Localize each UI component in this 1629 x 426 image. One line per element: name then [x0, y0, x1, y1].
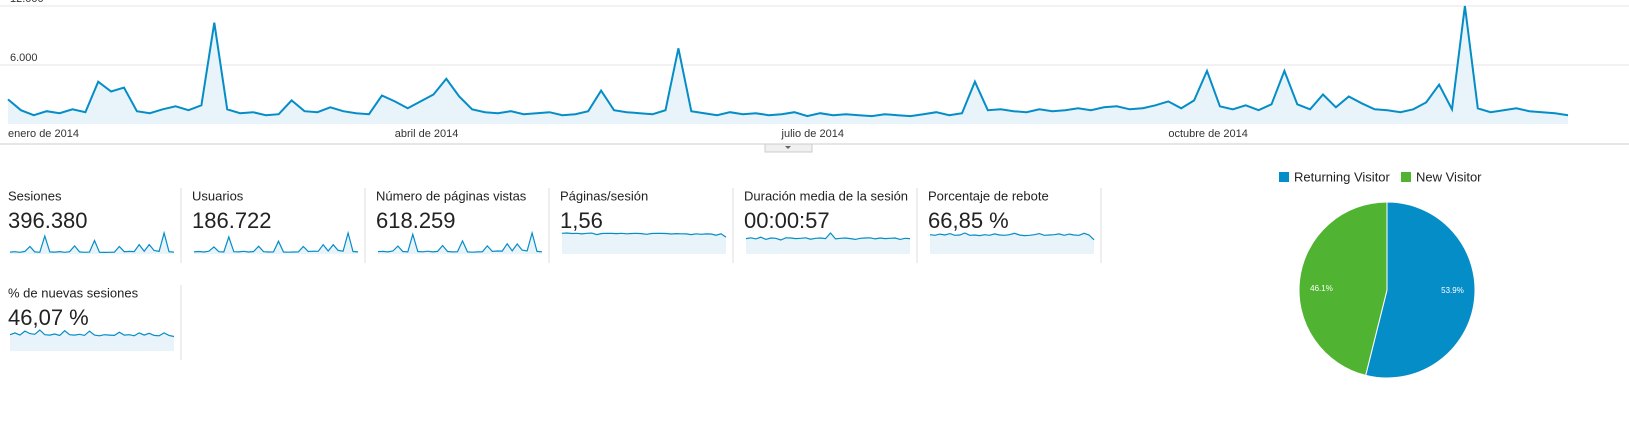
sparkline-area: [562, 233, 726, 254]
area: [8, 6, 1568, 124]
y-tick-label: 6.000: [10, 52, 38, 64]
x-tick-label: julio de 2014: [781, 128, 844, 140]
sparkline: [9, 329, 175, 338]
pie-slice: [1365, 201, 1476, 379]
x-tick-label: abril de 2014: [395, 128, 459, 140]
x-tick-label: octubre de 2014: [1168, 128, 1248, 140]
metric-title: % de nuevas sesiones: [8, 285, 139, 300]
legend-label: New Visitor: [1416, 169, 1482, 184]
metric-title: Páginas/sesión: [560, 188, 648, 203]
metric-title: Usuarios: [192, 188, 244, 203]
metric-title: Duración media de la sesión: [744, 188, 908, 203]
line: [7, 5, 1569, 118]
sparkline: [561, 232, 727, 238]
y-tick-label: 12.000: [10, 0, 44, 5]
collapse-arrow: [785, 146, 791, 149]
legend-swatch: [1279, 172, 1289, 182]
pie-label: 46.1%: [1310, 284, 1333, 293]
metric-title: Sesiones: [8, 188, 62, 203]
legend-swatch: [1401, 172, 1411, 182]
metric-value: 396.380: [8, 208, 88, 233]
pie-label: 53.9%: [1441, 286, 1464, 295]
metric-value: 46,07 %: [8, 305, 89, 330]
sparkline: [377, 230, 543, 253]
metric-value: 00:00:57: [744, 208, 830, 233]
pie-slice: [1298, 201, 1388, 376]
metric-title: Número de páginas vistas: [376, 188, 527, 203]
metric-value: 618.259: [376, 208, 456, 233]
metric-title: Porcentaje de rebote: [928, 188, 1049, 203]
x-tick-label: enero de 2014: [8, 128, 79, 140]
sparkline-area: [930, 233, 1094, 254]
legend-label: Returning Visitor: [1294, 169, 1391, 184]
metric-value: 1,56: [560, 208, 603, 233]
sparkline: [745, 232, 911, 241]
sparkline: [9, 230, 175, 254]
sparkline: [193, 230, 359, 253]
metric-value: 66,85 %: [928, 208, 1009, 233]
sparkline: [929, 232, 1095, 241]
metric-value: 186.722: [192, 208, 272, 233]
